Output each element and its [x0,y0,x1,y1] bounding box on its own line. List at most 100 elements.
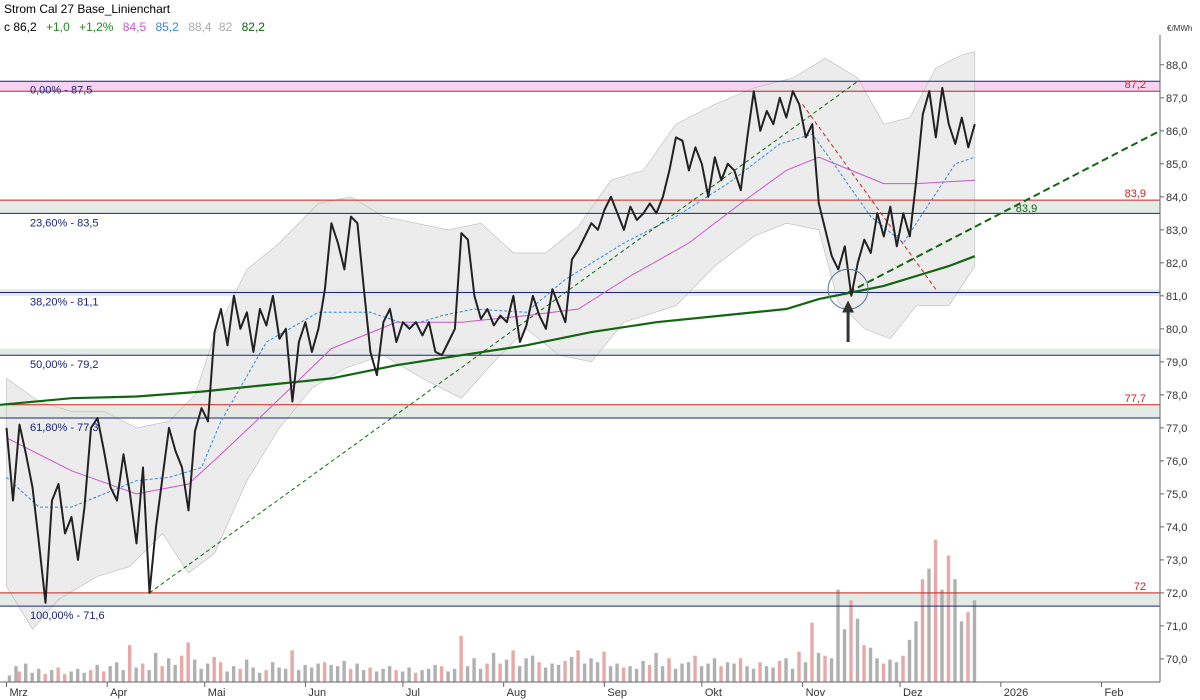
volume-bar [413,672,418,682]
y-tick-label: 72,0 [1166,588,1187,600]
volume-bar [634,668,639,682]
ma-slow-line [0,255,976,406]
volume-bar [530,655,535,682]
volume-bar [166,658,171,682]
y-tick-label: 75,0 [1166,489,1187,501]
trendline-downtrend [802,104,937,290]
volume-bar [517,666,522,682]
volume-bar [498,663,502,682]
volume-bar [875,658,879,682]
indicator-lines [0,133,976,508]
red-level-label-1: 83,9 [1125,188,1146,200]
y-tick-label: 71,0 [1166,621,1187,633]
volume-bar [790,668,795,682]
bollinger-band [6,51,976,630]
volume-bar [667,658,671,682]
volume-bar [153,653,158,682]
volume-bar [316,663,320,682]
y-tick-label: 81,0 [1166,291,1187,303]
volume-bar [407,667,411,682]
volume-bar [855,618,860,682]
volume-bars [7,539,977,682]
volume-bar [940,589,944,682]
fib-label-5: 100,00% - 71,6 [30,610,105,622]
change-pct: +1,2% [79,20,114,34]
volume-bar [868,647,873,682]
volume-bar [654,653,658,682]
volume-bar [927,568,931,682]
volume-bar [465,666,470,682]
volume-bar [277,667,281,682]
x-axis: Mrz Apr Mai Jun Jul Aug Sep Okt Nov Dez 2026 Feb [0,681,1160,699]
x-tick-label: Mrz [9,687,27,699]
volume-bar [452,668,457,682]
volume-bar [797,651,801,682]
trendline-label: 83,9 [1016,203,1037,215]
signal-arrow-head [842,300,855,313]
volume-bar [30,672,34,682]
x-tick-label: 2026 [1004,687,1028,699]
volume-bar [121,670,125,682]
fib-label-2: 38,20% - 81,1 [30,297,99,309]
volume-bar [82,672,86,682]
red-level-label-2: 77,7 [1125,393,1146,405]
y-tick-label: 73,0 [1166,555,1187,567]
x-tick-label: Jun [308,687,326,699]
volume-bar [381,668,385,682]
y-tick-label: 76,0 [1166,456,1187,468]
volume-bar [758,662,762,682]
volume-bar [946,555,951,682]
volume-bar [563,660,567,682]
y-tick-label: 74,0 [1166,522,1187,534]
fib-label-3: 50,00% - 79,2 [30,359,99,371]
volume-bar [62,674,67,682]
volume-bar [439,666,444,682]
volume-bar [732,663,736,682]
volume-bar [491,653,496,682]
volume-bar [602,651,606,682]
volume-bar [745,666,749,682]
bb-mid-value: 85,2 [156,20,180,34]
volume-bar [283,668,288,682]
volume-bar [485,663,489,682]
volume-bar [199,668,203,682]
volume-bar [784,658,788,682]
volume-bar [582,663,587,682]
volume-bar [251,667,255,682]
volume-bar [342,660,346,682]
volume-bar [537,662,541,682]
volume-bar [543,667,548,682]
volume-bar [43,674,47,682]
volume-bar [322,662,327,682]
volume-bar [231,666,236,682]
volume-bar [108,666,112,682]
trendline-long-uptrend [149,80,859,594]
x-tick-label: Feb [1105,687,1124,699]
volume-bar [816,653,821,682]
volume-bar [621,667,626,682]
volume-bar [446,671,450,682]
volume-bar [348,668,353,682]
y-tick-label: 78,0 [1166,390,1187,402]
fib-label-4: 61,80% - 77,3 [30,422,99,434]
y-tick-label: 84,0 [1166,192,1187,204]
volume-bar [569,656,574,682]
volume-bar [959,621,964,682]
volume-bar [836,589,840,682]
volume-bar [400,671,405,682]
bollinger-band-area [6,51,976,630]
volume-bar [244,659,249,682]
volume-bar [842,629,847,682]
volume-bar [225,671,229,682]
bb-mid-line [6,133,975,508]
fib-band-5 [0,592,1160,607]
volume-bar [738,658,743,682]
volume-bar [777,660,782,682]
y-tick-label: 82,0 [1166,258,1187,270]
volume-bar [420,670,424,682]
volume-bar [134,667,138,682]
volume-bar [23,663,28,682]
volume-bar [829,658,834,682]
volume-bar [387,666,392,682]
